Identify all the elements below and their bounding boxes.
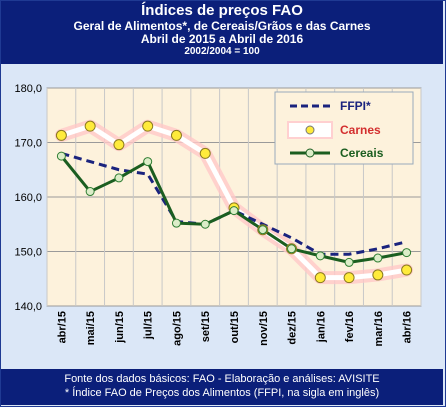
chart-header: Índices de preços FAO Geral de Alimentos… xyxy=(1,1,443,64)
carnes-point xyxy=(142,120,154,132)
legend-carnes-marker xyxy=(305,125,315,135)
series-ffpi-line xyxy=(60,151,407,256)
x-tick-label: jun/15 xyxy=(114,311,126,344)
chart-title: Índices de preços FAO xyxy=(141,2,303,19)
carnes-point xyxy=(372,269,384,281)
x-tick-label: out/15 xyxy=(229,311,241,343)
footer-note: * Índice FAO de Preços dos Alimentos (FF… xyxy=(64,387,380,399)
cereais-point xyxy=(85,187,95,197)
legend: FFPI* Carnes Cereais xyxy=(274,91,414,165)
x-tick-label: set/15 xyxy=(200,311,212,342)
cereais-point xyxy=(114,173,124,183)
carnes-point xyxy=(113,139,125,151)
cereais-point xyxy=(171,218,181,228)
y-tick-label: 140,0 xyxy=(14,301,42,313)
carnes-point xyxy=(55,129,67,141)
cereais-point xyxy=(143,157,153,167)
chart-base: 2002/2004 = 100 xyxy=(184,46,260,57)
x-tick-label: fev/16 xyxy=(344,311,356,342)
x-tick-label: jul/15 xyxy=(143,311,155,340)
legend-carnes-label: Carnes xyxy=(340,123,381,137)
x-tick-label: abr/15 xyxy=(56,311,68,343)
x-tick-label: nov/15 xyxy=(258,311,270,346)
carnes-point xyxy=(199,147,211,159)
series-group xyxy=(54,119,414,285)
cereais-point xyxy=(200,219,210,229)
chart-subtitle: Geral de Alimentos*, de Cereais/Grãos e … xyxy=(73,19,371,33)
y-tick-label: 160,0 xyxy=(14,192,42,204)
legend-cereais-marker xyxy=(305,148,315,158)
carnes-point xyxy=(401,264,413,276)
cereais-point xyxy=(56,151,66,161)
cereais-point xyxy=(402,248,412,258)
carnes-point xyxy=(314,272,326,284)
x-tick-label: jan/16 xyxy=(315,311,327,343)
cereais-point xyxy=(229,206,239,216)
footer-source: Fonte dos dados básicos: FAO - Elaboraçã… xyxy=(64,373,380,385)
y-axis-ticks: 140,0 150,0 160,0 170,0 180,0 xyxy=(14,83,42,313)
cereais-point xyxy=(258,225,268,235)
legend-cereais-label: Cereais xyxy=(340,146,384,160)
chart-period: Abril de 2015 a Abril de 2016 xyxy=(140,32,304,46)
y-tick-label: 180,0 xyxy=(14,83,42,95)
x-tick-label: abr/16 xyxy=(402,311,414,343)
x-axis-ticks: abr/15 mai/15 jun/15 jul/15 ago/15 set/15 out/… xyxy=(56,311,413,346)
carnes-point xyxy=(343,272,355,284)
y-tick-label: 170,0 xyxy=(14,138,42,150)
x-tick-label: mai/15 xyxy=(85,311,97,345)
x-tick-label: mar/16 xyxy=(373,311,385,346)
x-tick-label: dez/15 xyxy=(287,311,299,345)
cereais-point xyxy=(315,251,325,261)
cereais-point xyxy=(287,244,297,254)
carnes-point xyxy=(170,129,182,141)
cereais-point xyxy=(344,257,354,267)
y-tick-label: 150,0 xyxy=(14,247,42,259)
cereais-point xyxy=(373,253,383,263)
legend-ffpi-label: FFPI* xyxy=(340,99,371,113)
chart-footer: Fonte dos dados básicos: FAO - Elaboraçã… xyxy=(1,369,443,405)
x-tick-label: ago/15 xyxy=(171,311,183,346)
carnes-point xyxy=(84,120,96,132)
